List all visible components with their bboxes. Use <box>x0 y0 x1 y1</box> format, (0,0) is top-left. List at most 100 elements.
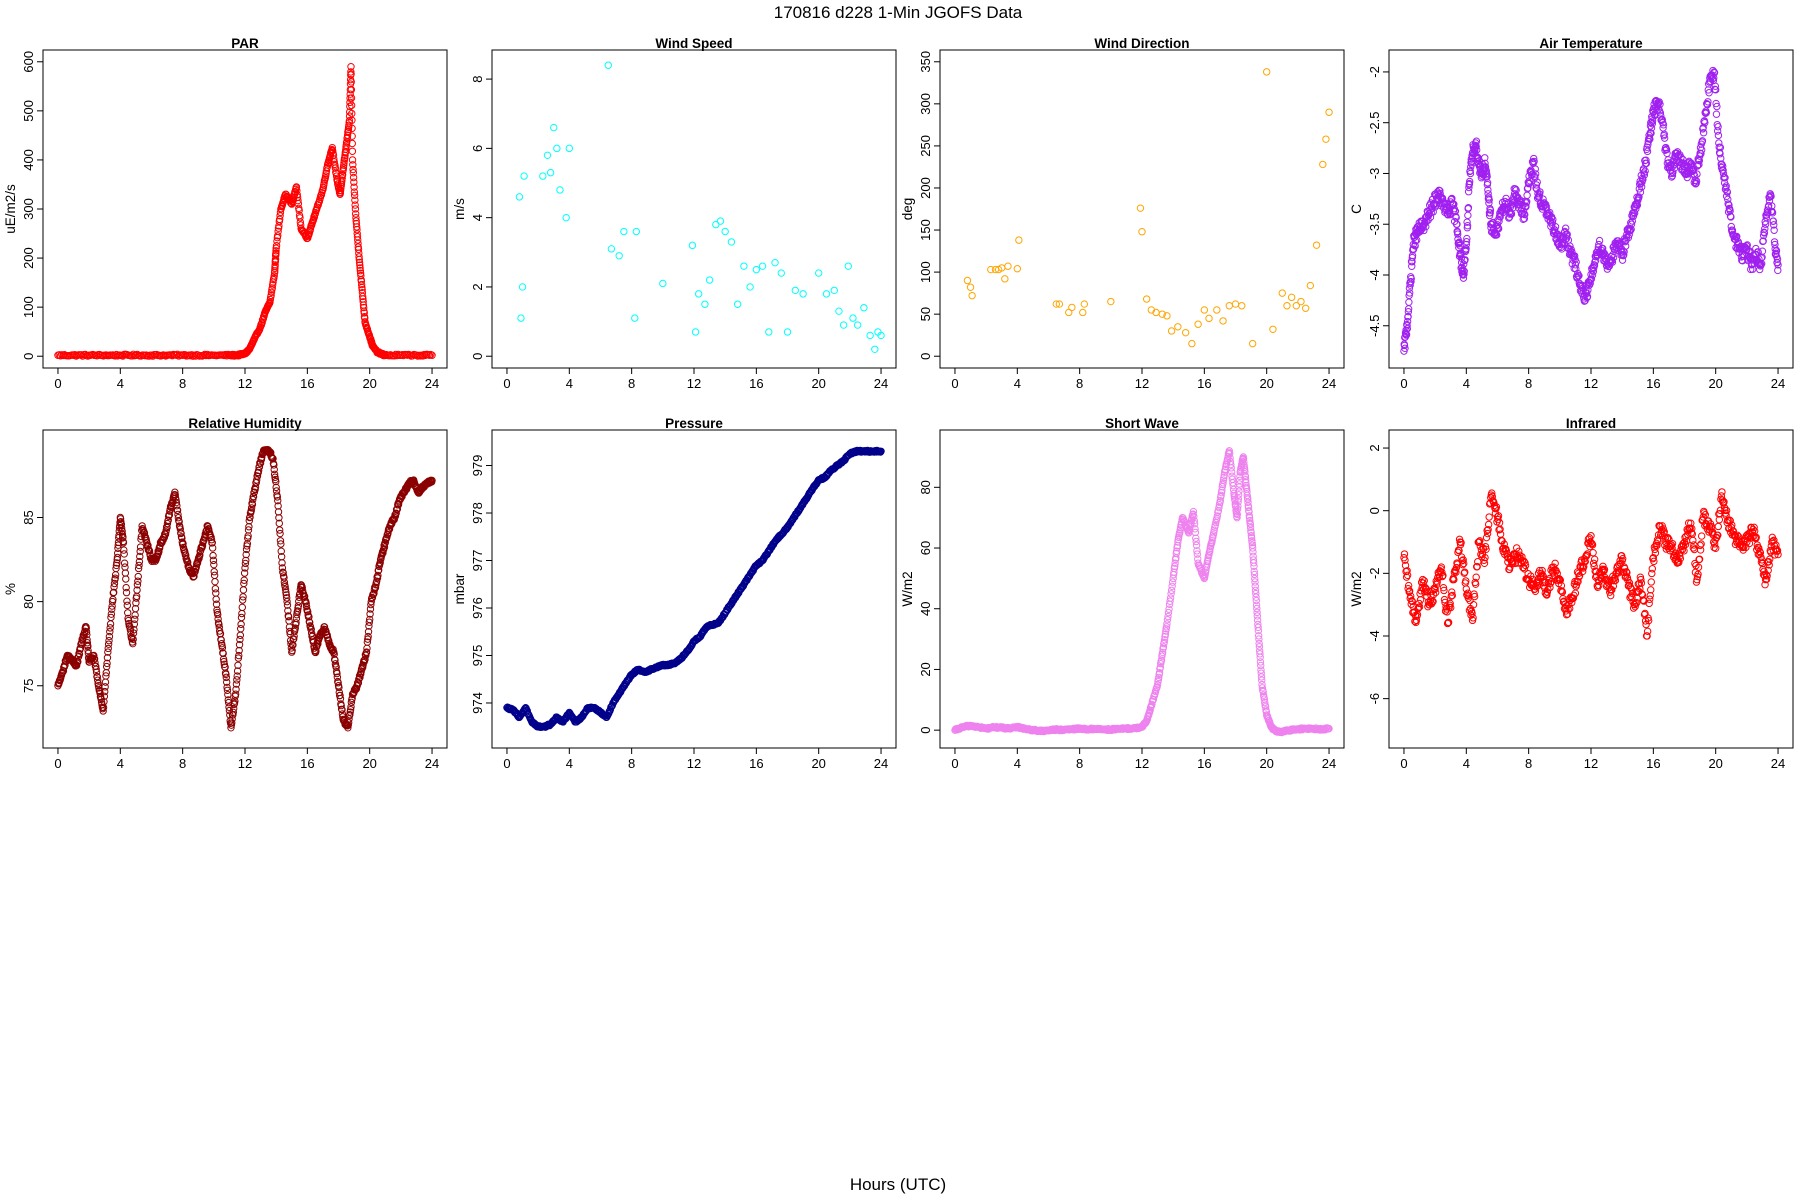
data-point <box>1525 179 1534 188</box>
data-point <box>348 147 357 155</box>
data-point <box>631 314 639 322</box>
data-point <box>353 225 361 234</box>
data-point <box>123 597 131 605</box>
y-tick-label: 6 <box>470 145 485 152</box>
data-point <box>84 642 92 651</box>
data-point <box>1283 302 1291 310</box>
x-tick-label: 0 <box>54 376 61 391</box>
data-point <box>1581 288 1590 297</box>
data-point <box>347 62 355 71</box>
x-tick-label: 0 <box>503 756 510 771</box>
y-tick-label: 2 <box>470 283 485 290</box>
x-tick-label: 24 <box>425 756 439 771</box>
data-point <box>546 168 555 177</box>
data-point <box>1659 121 1668 129</box>
data-point <box>217 636 225 644</box>
data-point <box>822 290 831 298</box>
data-point <box>1670 164 1679 173</box>
data-point <box>249 492 258 501</box>
data-point <box>272 247 280 255</box>
data-point <box>241 559 250 568</box>
data-point <box>101 683 109 691</box>
data-point <box>345 112 354 120</box>
x-tick-label: 8 <box>179 376 186 391</box>
data-point <box>331 164 340 172</box>
x-tick-label: 0 <box>54 756 61 771</box>
data-point <box>219 649 227 658</box>
y-tick-label: 978 <box>470 502 485 524</box>
data-point <box>350 183 358 191</box>
data-point <box>137 535 145 543</box>
data-point <box>1635 185 1644 193</box>
data-point <box>245 517 253 525</box>
data-point <box>94 676 102 684</box>
data-point <box>1004 262 1012 270</box>
x-tick-label: 12 <box>238 756 252 771</box>
data-point <box>1572 258 1580 266</box>
data-point <box>347 101 356 110</box>
data-point <box>966 283 975 291</box>
data-point <box>214 610 222 619</box>
data-point <box>1724 195 1732 204</box>
x-tick-label: 20 <box>811 756 825 771</box>
data-point <box>219 655 228 663</box>
data-point <box>877 331 885 340</box>
data-point <box>1412 236 1421 244</box>
data-point <box>1405 289 1414 297</box>
data-point <box>1524 184 1532 192</box>
data-point <box>348 132 356 140</box>
data-point <box>130 625 138 634</box>
x-tick-label: 24 <box>1771 376 1785 391</box>
data-point <box>196 551 204 559</box>
data-point <box>349 161 357 169</box>
data-point <box>1455 238 1463 246</box>
data-point <box>1683 173 1691 182</box>
data-point <box>232 685 240 694</box>
data-point <box>1711 82 1720 90</box>
y-tick-label: 50 <box>918 307 933 321</box>
data-point <box>175 518 183 526</box>
data-point <box>218 644 227 652</box>
data-point <box>1627 220 1636 228</box>
x-tick-label: 12 <box>1135 756 1149 771</box>
data-point <box>102 672 110 680</box>
y-tick-label: 300 <box>918 93 933 115</box>
x-tick-label: 4 <box>117 756 124 771</box>
x-tick-label: 16 <box>749 756 763 771</box>
data-point <box>1136 204 1145 212</box>
data-point <box>241 564 249 572</box>
y-tick-label: 350 <box>918 51 933 73</box>
data-point <box>1620 251 1628 259</box>
data-point <box>133 586 141 594</box>
y-tick-label: -4 <box>1367 269 1382 281</box>
series-points <box>54 446 436 732</box>
data-point <box>1519 215 1527 224</box>
data-point <box>814 269 823 277</box>
y-axis-label: % <box>3 583 18 595</box>
data-point <box>1080 300 1089 308</box>
panel-title: Short Wave <box>1105 416 1179 431</box>
data-point <box>539 172 547 180</box>
data-point <box>343 131 352 139</box>
data-point <box>272 249 280 257</box>
data-point <box>1462 245 1470 253</box>
data-point <box>1588 271 1597 279</box>
data-point <box>351 205 360 213</box>
data-point <box>1632 205 1640 213</box>
data-point <box>1472 142 1480 151</box>
data-point <box>1637 183 1646 191</box>
data-point <box>221 663 229 671</box>
data-point <box>1454 230 1462 238</box>
data-point <box>164 516 172 524</box>
data-point <box>1001 275 1009 283</box>
data-point <box>1158 310 1166 318</box>
data-point <box>240 576 248 584</box>
data-point <box>1713 102 1721 111</box>
data-point <box>428 351 436 359</box>
y-tick-label: -3.5 <box>1367 213 1382 235</box>
data-point <box>1459 274 1468 282</box>
data-point <box>620 227 628 236</box>
data-point <box>235 646 243 655</box>
data-point <box>330 155 338 163</box>
